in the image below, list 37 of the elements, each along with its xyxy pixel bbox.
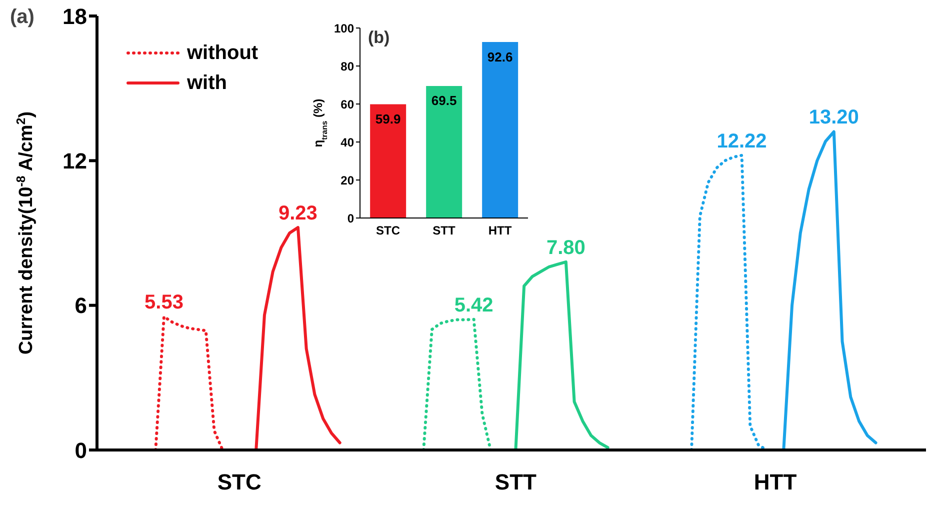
bar: [482, 42, 518, 218]
x-tick-label: STC: [217, 470, 262, 495]
y-tick-label: 6: [74, 293, 87, 318]
line-series: [782, 130, 878, 450]
data-label: 5.42: [454, 294, 494, 316]
y-tick-label: 100: [334, 21, 354, 36]
y-tick-label: 80: [340, 59, 354, 74]
line-series: [422, 318, 492, 450]
data-label: 69.5: [431, 93, 457, 108]
line-series: [254, 226, 342, 450]
x-tick-label: HTT: [488, 224, 512, 238]
x-tick-label: STC: [376, 224, 400, 238]
data-label: 5.53: [144, 292, 184, 314]
legend-label: with: [187, 72, 227, 94]
bar: [426, 86, 462, 218]
data-label: 7.80: [546, 236, 586, 259]
y-tick-label: 20: [340, 173, 354, 188]
data-label: 12.22: [716, 130, 767, 152]
data-label: 59.9: [375, 111, 401, 126]
x-tick-label: STT: [494, 470, 538, 495]
y-tick-label: 12: [62, 148, 87, 174]
x-tick-label: STT: [432, 224, 456, 238]
y-tick-label: 18: [62, 4, 87, 29]
y-tick-label: 0: [74, 438, 87, 463]
bar: [370, 104, 406, 218]
y-tick-label: 40: [340, 135, 354, 150]
x-tick-label: HTT: [754, 470, 798, 495]
legend-label: without: [187, 42, 258, 64]
chart-title: (b): [368, 28, 390, 48]
data-label: 92.6: [487, 49, 513, 64]
chart-title: (a): [10, 6, 34, 29]
data-label: 9.23: [278, 202, 318, 224]
line-series: [514, 260, 610, 450]
data-label: 13.20: [808, 106, 859, 129]
y-tick-label: 60: [340, 97, 354, 112]
y-tick-label: 0: [347, 211, 354, 226]
line-series: [154, 315, 224, 450]
